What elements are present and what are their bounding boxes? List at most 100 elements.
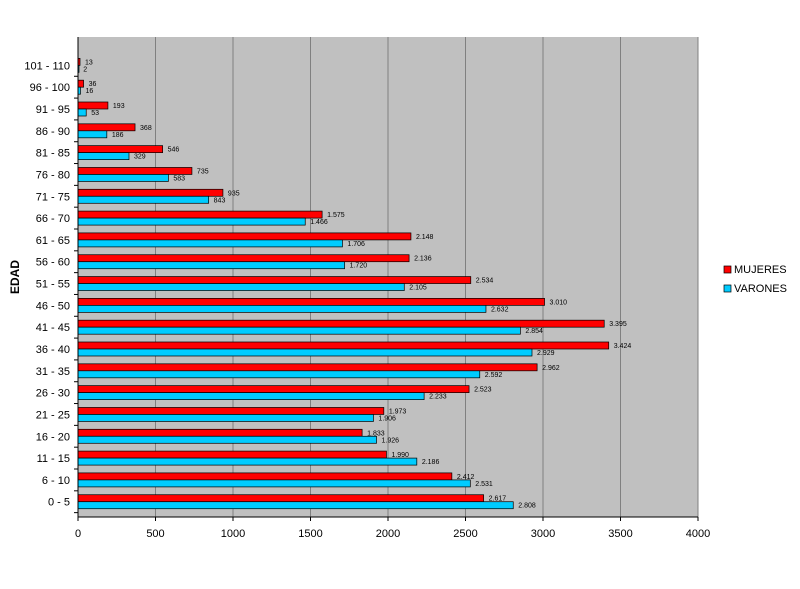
bar-mujeres — [77, 167, 193, 175]
bar-varones — [77, 261, 345, 270]
bar-mujeres — [77, 188, 224, 197]
data-label: 1.973 — [389, 408, 407, 415]
bar-mujeres — [77, 276, 472, 284]
category-label: 76 - 80 — [36, 169, 70, 181]
data-label: 735 — [197, 168, 209, 175]
data-label: 2.523 — [474, 387, 492, 394]
category-label: 31 - 35 — [36, 366, 70, 378]
category-label: 86 - 90 — [36, 126, 70, 138]
category-label: 81 - 85 — [36, 148, 70, 160]
legend-label: VARONES — [734, 283, 787, 295]
legend-swatch — [723, 265, 732, 274]
bar-mujeres — [77, 254, 410, 263]
category-label: 51 - 55 — [36, 279, 70, 291]
category-label: 21 - 25 — [36, 409, 70, 421]
bar-varones — [77, 392, 425, 400]
data-label: 2.962 — [542, 365, 560, 372]
bar-mujeres — [77, 341, 610, 350]
bar-mujeres — [77, 428, 363, 437]
x-tick-label: 3500 — [608, 528, 632, 540]
bar-varones — [77, 108, 87, 117]
data-label: 1.466 — [310, 219, 328, 226]
bar-varones — [77, 283, 405, 291]
bar-mujeres — [77, 494, 484, 503]
x-tick-label: 3000 — [531, 528, 555, 540]
data-label: 368 — [140, 125, 152, 132]
category-label: 26 - 30 — [36, 388, 70, 400]
x-tick-label: 0 — [75, 528, 81, 540]
data-label: 935 — [228, 190, 240, 197]
category-label: 16 - 20 — [36, 431, 70, 443]
data-label: 193 — [113, 103, 125, 110]
bar-mujeres — [77, 145, 163, 153]
category-label: 6 - 10 — [42, 475, 70, 487]
category-label: 61 - 65 — [36, 235, 70, 247]
data-label: 2.632 — [491, 306, 509, 313]
data-label: 16 — [85, 88, 93, 95]
data-label: 2.186 — [422, 459, 440, 466]
category-labels: 0 - 5 6 - 10 11 - 15 16 - 20 21 - 25 26 - 30 3… — [24, 60, 78, 514]
category-label: 11 - 15 — [37, 453, 70, 465]
data-label: 546 — [168, 147, 180, 154]
bar-varones — [77, 370, 481, 379]
data-label: 2.233 — [429, 394, 447, 401]
bar-mujeres — [77, 407, 385, 415]
data-label: 843 — [214, 197, 226, 204]
bar-varones — [77, 414, 374, 422]
bar-varones — [77, 435, 377, 444]
bar-mujeres — [77, 123, 136, 132]
data-label: 13 — [85, 59, 93, 66]
category-label: 66 - 70 — [36, 213, 70, 225]
data-label: 3.424 — [614, 343, 632, 350]
bar-mujeres — [77, 101, 109, 110]
bar-varones — [77, 195, 210, 204]
data-label: 2.617 — [489, 496, 507, 503]
bar-varones — [77, 239, 343, 248]
data-label: 2.105 — [409, 285, 427, 292]
bar-varones — [77, 130, 108, 139]
data-label: 1.720 — [350, 263, 368, 270]
bar-mujeres — [77, 363, 538, 372]
bar-mujeres — [77, 79, 84, 88]
x-tick-label: 4000 — [686, 528, 710, 540]
data-label: 2.531 — [475, 481, 493, 488]
bar-varones — [77, 479, 471, 488]
bars — [77, 58, 610, 510]
data-label: 2.148 — [416, 234, 434, 241]
data-label: 1.575 — [327, 212, 345, 219]
data-label: 53 — [91, 110, 99, 117]
legend: MUJERES VARONES — [723, 264, 787, 295]
bar-varones — [77, 348, 533, 357]
bar-varones — [77, 326, 521, 335]
bar-varones — [77, 457, 418, 466]
data-label: 186 — [112, 132, 124, 139]
data-label: 1.833 — [367, 430, 385, 437]
data-label: 1.926 — [382, 437, 400, 444]
bar-mujeres — [77, 472, 453, 481]
bar-mujeres — [77, 385, 470, 393]
data-label: 2.412 — [457, 474, 475, 481]
legend-label: MUJERES — [734, 264, 787, 276]
category-label: 41 - 45 — [36, 322, 70, 334]
data-label: 3.395 — [609, 321, 627, 328]
data-label: 2.136 — [414, 256, 432, 263]
x-tick-label: 2000 — [376, 528, 400, 540]
data-label: 1.706 — [347, 241, 365, 248]
data-label: 2.592 — [485, 372, 503, 379]
bar-varones — [77, 501, 514, 510]
data-label: 2.808 — [518, 503, 536, 510]
category-label: 0 - 5 — [48, 497, 70, 509]
bar-mujeres — [77, 232, 412, 241]
bar-varones — [77, 305, 487, 313]
bar-varones — [77, 174, 169, 182]
data-label: 36 — [89, 81, 97, 88]
data-label: 1.906 — [378, 415, 396, 422]
data-label: 2.534 — [476, 278, 494, 285]
category-label: 96 - 100 — [30, 82, 70, 94]
bar-mujeres — [77, 210, 323, 219]
category-label: 101 - 110 — [24, 60, 70, 72]
bar-mujeres — [77, 450, 387, 459]
legend-swatch — [723, 284, 732, 293]
x-tick-label: 2500 — [453, 528, 477, 540]
